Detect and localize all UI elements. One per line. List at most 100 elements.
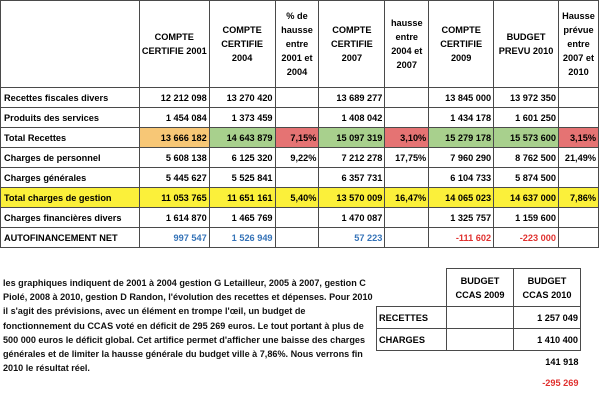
- notes-paragraph: les graphiques indiquent de 2001 à 2004 …: [3, 278, 373, 374]
- ccas-header-row: BUDGET CCAS 2009 BUDGET CCAS 2010: [377, 268, 581, 307]
- ccas-row-recettes: RECETTES 1 257 049: [376, 306, 581, 329]
- cell: 5 874 500: [493, 167, 559, 188]
- ccas-cell: 1 257 049: [513, 306, 581, 329]
- ccas-header-2010: BUDGET CCAS 2010: [513, 268, 581, 307]
- cell: 5 445 627: [138, 167, 210, 188]
- ccas-row-deficit: -295 269: [377, 372, 581, 393]
- cell-negative: -111 602: [428, 227, 495, 248]
- cell-pct: 3,10%: [384, 127, 430, 148]
- ccas-label: RECETTES: [376, 306, 447, 329]
- cell-pct: 16,47%: [384, 187, 430, 208]
- budget-table: COMPTE CERTIFIE 2001 COMPTE CERTIFIE 200…: [0, 0, 599, 248]
- cell: 14 643 879: [208, 127, 276, 148]
- cell: 13 689 277: [318, 87, 386, 108]
- ccas-table: BUDGET CCAS 2009 BUDGET CCAS 2010 RECETT…: [376, 268, 581, 393]
- cell: [384, 227, 430, 248]
- ccas-blank: [447, 372, 514, 393]
- row-label: Total Recettes: [0, 127, 140, 148]
- header-pct-2004-2007: hausse entre 2004 et 2007: [384, 0, 430, 88]
- cell: 5 525 841: [208, 167, 276, 188]
- cell-pct: 3,15%: [557, 127, 599, 148]
- table-row-autofinancement: AUTOFINANCEMENT NET 997 547 1 526 949 57…: [0, 227, 599, 248]
- cell: [274, 227, 320, 248]
- table-row: Charges générales 5 445 627 5 525 841 6 …: [0, 167, 599, 188]
- cell: [384, 107, 430, 128]
- cell: [274, 107, 320, 128]
- ccas-row-diff: 141 918: [377, 351, 581, 373]
- row-label: Recettes fiscales divers: [0, 87, 140, 108]
- ccas-cell: [446, 306, 514, 329]
- cell-pct: 21,49%: [557, 147, 599, 168]
- header-compte-2004: COMPTE CERTIFIE 2004: [208, 0, 276, 88]
- cell: 13 972 350: [493, 87, 559, 108]
- cell: 1 159 600: [493, 207, 559, 228]
- cell: [274, 87, 320, 108]
- cell: 5 608 138: [138, 147, 210, 168]
- cell: 6 104 733: [428, 167, 495, 188]
- table-row: Recettes fiscales divers 12 212 098 13 2…: [0, 87, 599, 108]
- ccas-label: CHARGES: [376, 328, 447, 351]
- ccas-row-charges: CHARGES 1 410 400: [376, 328, 581, 351]
- ccas-header-2009: BUDGET CCAS 2009: [446, 268, 514, 307]
- header-pct-2001-2004: % de hausse entre 2001 et 2004: [274, 0, 320, 88]
- cell: [274, 207, 320, 228]
- header-compte-2007: COMPTE CERTIFIE 2007: [318, 0, 386, 88]
- cell: 13 270 420: [208, 87, 276, 108]
- ccas-blank: [377, 351, 447, 373]
- cell: [557, 227, 599, 248]
- cell: 1 465 769: [208, 207, 276, 228]
- cell: 15 573 600: [493, 127, 559, 148]
- cell: [384, 87, 430, 108]
- cell: 14 065 023: [428, 187, 495, 208]
- ccas-blank: [447, 351, 514, 373]
- cell-pct: 17,75%: [384, 147, 430, 168]
- ccas-deficit: -295 269: [542, 377, 579, 388]
- cell: [557, 167, 599, 188]
- header-row: COMPTE CERTIFIE 2001 COMPTE CERTIFIE 200…: [0, 0, 599, 88]
- ccas-diff: 141 918: [545, 356, 579, 367]
- cell: 11 651 161: [208, 187, 276, 208]
- table-row-total-charges: Total charges de gestion 11 053 765 11 6…: [0, 187, 599, 208]
- cell: 14 637 000: [493, 187, 559, 208]
- row-label: Charges financières divers: [0, 207, 140, 228]
- row-label: AUTOFINANCEMENT NET: [0, 227, 140, 248]
- cell: 57 223: [318, 227, 386, 248]
- cell-pct: 5,40%: [274, 187, 320, 208]
- cell: 15 097 319: [318, 127, 386, 148]
- cell: 1 470 087: [318, 207, 386, 228]
- cell: 1 601 250: [493, 107, 559, 128]
- cell: 13 845 000: [428, 87, 495, 108]
- cell: 6 125 320: [208, 147, 276, 168]
- row-label: Produits des services: [0, 107, 140, 128]
- cell: 7 212 278: [318, 147, 386, 168]
- cell: [384, 167, 430, 188]
- ccas-cell: [446, 328, 514, 351]
- header-compte-2009: COMPTE CERTIFIE 2009: [428, 0, 495, 88]
- cell: 12 212 098: [138, 87, 210, 108]
- ccas-blank: [377, 269, 418, 307]
- cell: 1 454 084: [138, 107, 210, 128]
- cell: 1 434 178: [428, 107, 495, 128]
- header-label: [0, 0, 140, 88]
- header-compte-2001: COMPTE CERTIFIE 2001: [138, 0, 210, 88]
- row-label: Charges de personnel: [0, 147, 140, 168]
- cell: 997 547: [138, 227, 210, 248]
- cell: [557, 107, 599, 128]
- cell: 1 325 757: [428, 207, 495, 228]
- table-row: Charges financières divers 1 614 870 1 4…: [0, 207, 599, 228]
- table-row: Produits des services 1 454 084 1 373 45…: [0, 107, 599, 128]
- cell: 8 762 500: [493, 147, 559, 168]
- table-row-total-recettes: Total Recettes 13 666 182 14 643 879 7,1…: [0, 127, 599, 148]
- row-label: Total charges de gestion: [0, 187, 140, 208]
- ccas-cell: 1 410 400: [513, 328, 581, 351]
- cell: [557, 207, 599, 228]
- cell: 13 570 009: [318, 187, 386, 208]
- cell-pct: 9,22%: [274, 147, 320, 168]
- cell: 1 526 949: [208, 227, 276, 248]
- cell: 15 279 178: [428, 127, 495, 148]
- row-label: Charges générales: [0, 167, 140, 188]
- cell: [557, 87, 599, 108]
- cell: 1 614 870: [138, 207, 210, 228]
- cell: [274, 167, 320, 188]
- ccas-blank: [418, 269, 447, 307]
